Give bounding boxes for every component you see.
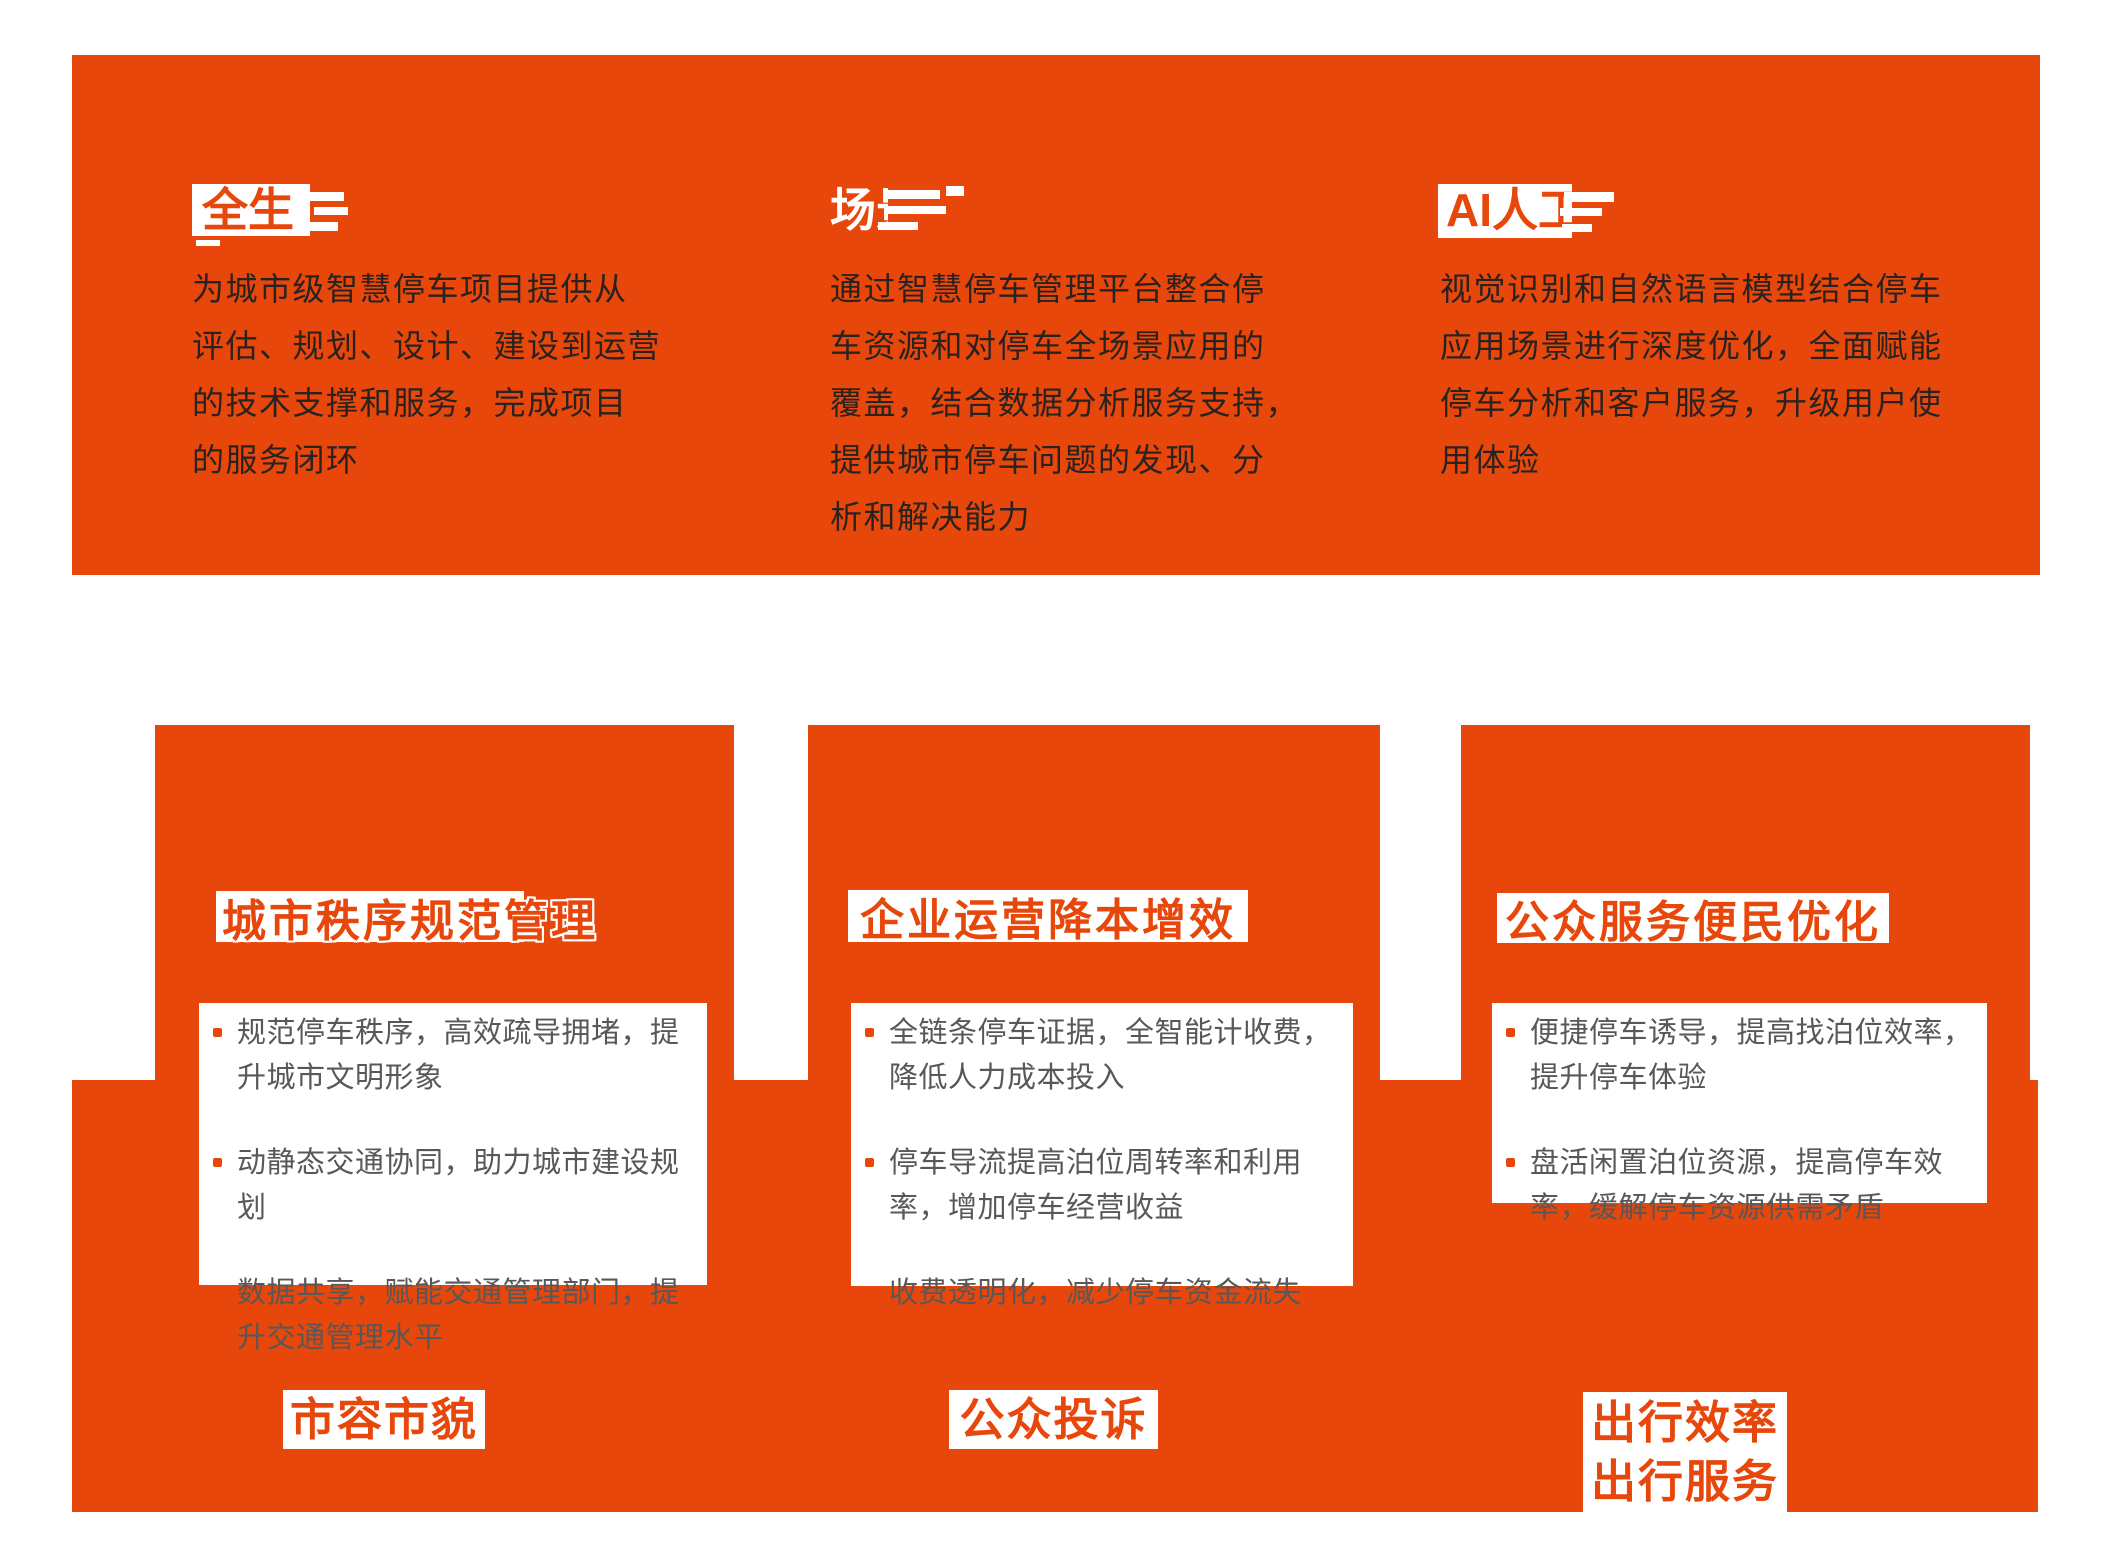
bullet-text: 全链条停车证据，全智能计收费，降低人力成本投入 [889, 1017, 1332, 1094]
panel-text-line: 视觉识别和自然语言模型结合停车 [1440, 270, 1943, 307]
bullet-dot-icon [213, 1158, 222, 1167]
bullet-item: 规范停车秩序，高效疏导拥堵，提升城市文明形象 [213, 1011, 699, 1101]
bullet-text: 盘活闲置泊位资源，提高停车效率，缓解停车资源供需矛盾 [1530, 1147, 1944, 1224]
erased-fragment [302, 192, 344, 201]
bullet-item: 停车导流提高泊位周转率和利用率，增加停车经营收益 [865, 1141, 1345, 1231]
card-heading-city: 城市秩序规范管理 [216, 891, 595, 946]
panel-column-1-text: 为城市级智慧停车项目提供从 评估、规划、设计、建设到运营 的技术支撑和服务，完成… [192, 258, 662, 486]
erased-fragment [314, 207, 348, 215]
bullet-dot-icon [865, 1158, 874, 1167]
bottom-label-travel: 出行效率 出行服务 [1583, 1392, 1787, 1512]
panel-text-line: 应用场景进行深度优化，全面赋能 [1440, 327, 1943, 364]
bullet-dot-icon [213, 1288, 222, 1297]
bullet-item: 全链条停车证据，全智能计收费，降低人力成本投入 [865, 1011, 1345, 1101]
bullet-box-public: 便捷停车诱导，提高找泊位效率，提升停车体验 盘活闲置泊位资源，提高停车效率，缓解… [1492, 1003, 1987, 1224]
panel-column-2-text: 通过智慧停车管理平台整合停 车资源和对停车全场景应用的 覆盖，结合数据分析服务支… [830, 258, 1300, 543]
bottom-label-text: 出行服务 [1590, 1456, 1779, 1507]
bullet-text: 便捷停车诱导，提高找泊位效率，提升停车体验 [1530, 1017, 1973, 1094]
bullet-dot-icon [1506, 1028, 1515, 1037]
bullet-list: 便捷停车诱导，提高找泊位效率，提升停车体验 盘活闲置泊位资源，提高停车效率，缓解… [1506, 1011, 1979, 1231]
intro-panel [72, 55, 2040, 575]
bullet-text: 收费透明化，减少停车资金流失 [889, 1277, 1303, 1309]
panel-text-line: 覆盖，结合数据分析服务支持， [830, 384, 1300, 421]
bullet-item: 动静态交通协同，助力城市建设规划 [213, 1141, 699, 1231]
panel-text-line: 析和解决能力 [830, 498, 1032, 535]
bullet-list: 全链条停车证据，全智能计收费，降低人力成本投入 停车导流提高泊位周转率和利用率，… [865, 1011, 1345, 1316]
card-heading-enterprise-text: 企业运营降本增效 [860, 896, 1236, 945]
bottom-label-text: 市容市貌 [289, 1394, 478, 1445]
panel-column-3-text: 视觉识别和自然语言模型结合停车 应用场景进行深度优化，全面赋能 停车分析和客户服… [1440, 258, 1980, 486]
card-heading-enterprise: 企业运营降本增效 [848, 890, 1248, 945]
panel-text-line: 的技术支撑和服务，完成项目 [192, 384, 628, 421]
bullet-dot-icon [865, 1288, 874, 1297]
panel-text-line: 为城市级智慧停车项目提供从 [192, 270, 628, 307]
erased-fragment [1562, 224, 1592, 232]
bullet-text: 动静态交通协同，助力城市建设规划 [237, 1147, 680, 1224]
panel-text-line: 用体验 [1440, 441, 1541, 478]
erased-fragment [946, 186, 964, 196]
bullet-dot-icon [213, 1028, 222, 1037]
bullet-item: 收费透明化，减少停车资金流失 [865, 1271, 1345, 1316]
bullet-dot-icon [865, 1028, 874, 1037]
card-heading-city-text: 城市秩序规范管理 [222, 896, 598, 946]
bullet-box-enterprise: 全链条停车证据，全智能计收费，降低人力成本投入 停车导流提高泊位周转率和利用率，… [851, 1003, 1353, 1309]
bullet-text: 停车导流提高泊位周转率和利用率，增加停车经营收益 [889, 1147, 1303, 1224]
panel-heading-3-fragment: AI人工 [1446, 184, 1572, 236]
erased-fragment [1560, 208, 1602, 216]
bottom-label-public-complaints: 公众投诉 [949, 1390, 1158, 1449]
erased-fragment [196, 240, 220, 246]
bullet-item: 盘活闲置泊位资源，提高停车效率，缓解停车资源供需矛盾 [1506, 1141, 1979, 1231]
panel-text-line: 评估、规划、设计、建设到运营 [192, 327, 662, 364]
erased-fragment [884, 206, 946, 214]
panel-text-line: 通过智慧停车管理平台整合停 [830, 270, 1266, 307]
panel-text-line: 停车分析和客户服务，升级用户使 [1440, 384, 1943, 421]
panel-text-line: 提供城市停车问题的发现、分 [830, 441, 1266, 478]
bullet-item: 数据共享，赋能交通管理部门，提升交通管理水平 [213, 1271, 699, 1361]
erased-fragment [300, 222, 338, 231]
bottom-label-city-appearance: 市容市貌 [283, 1390, 485, 1449]
bullet-text: 数据共享，赋能交通管理部门，提升交通管理水平 [237, 1277, 680, 1354]
bullet-text: 规范停车秩序，高效疏导拥堵，提升城市文明形象 [237, 1017, 680, 1094]
erased-fragment [1564, 192, 1614, 202]
panel-heading-1-fragment: 全生 [202, 184, 294, 236]
card-heading-public: 公众服务便民优化 [1497, 893, 1889, 947]
panel-heading-1-erased: 全生 [192, 184, 310, 236]
panel-heading-3-erased: AI人工 [1438, 184, 1572, 238]
erased-fragment [888, 190, 940, 199]
card-heading-public-text: 公众服务便民优化 [1505, 898, 1881, 947]
panel-text-line: 的服务闭环 [192, 441, 360, 478]
bullet-item: 便捷停车诱导，提高找泊位效率，提升停车体验 [1506, 1011, 1979, 1101]
bullet-dot-icon [1506, 1158, 1515, 1167]
bullet-box-city: 规范停车秩序，高效疏导拥堵，提升城市文明形象 动静态交通协同，助力城市建设规划 … [199, 1003, 707, 1354]
erased-fragment [878, 222, 918, 230]
panel-text-line: 车资源和对停车全场景应用的 [830, 327, 1266, 364]
bottom-label-text: 公众投诉 [959, 1394, 1148, 1445]
bullet-list: 规范停车秩序，高效疏导拥堵，提升城市文明形象 动静态交通协同，助力城市建设规划 … [213, 1011, 699, 1361]
bottom-label-text: 出行效率 [1590, 1397, 1779, 1448]
